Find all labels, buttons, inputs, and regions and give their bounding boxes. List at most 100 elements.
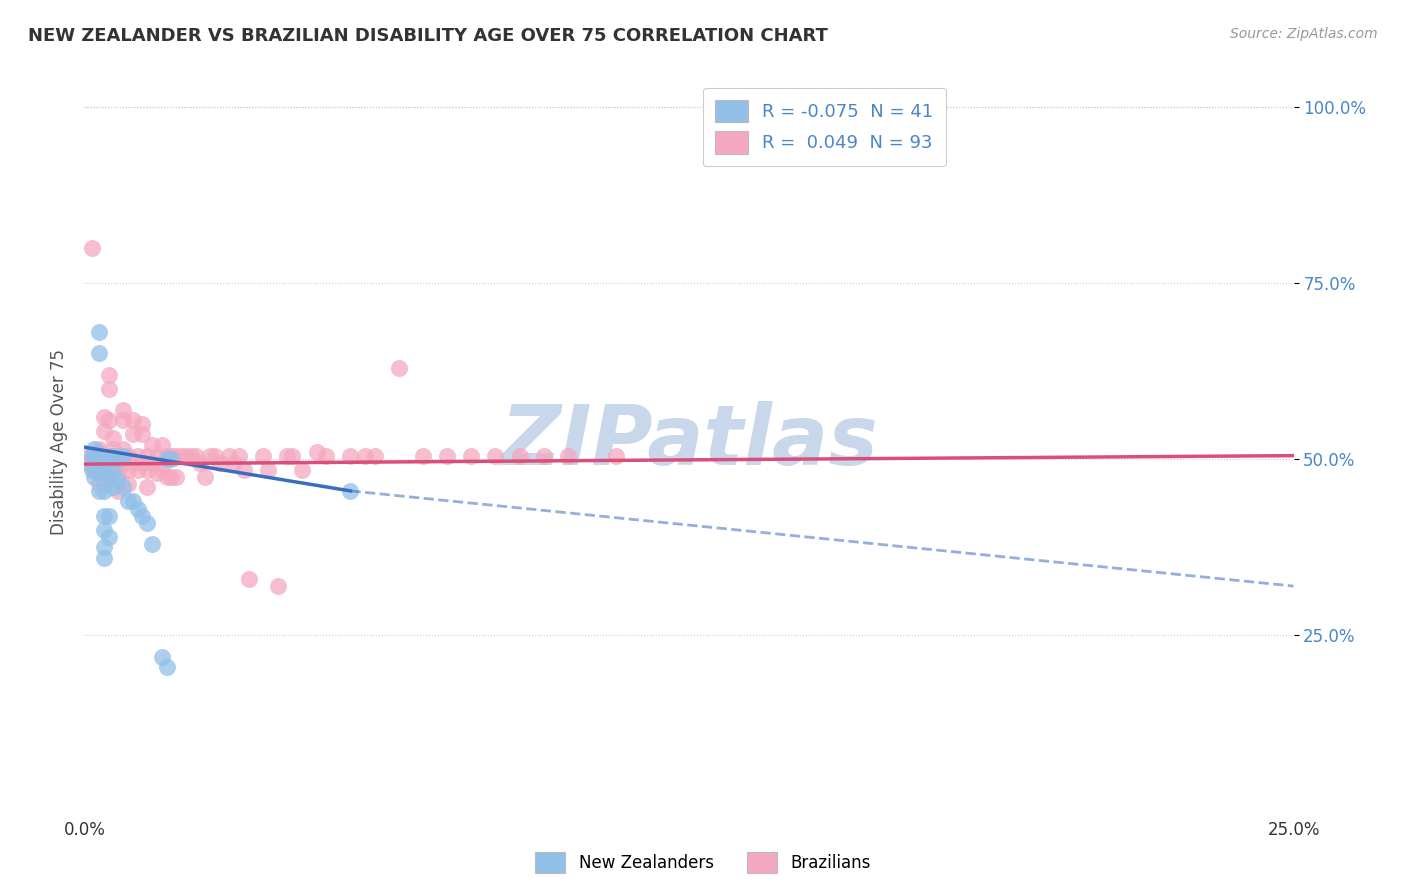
Point xyxy=(112,480,135,494)
Point xyxy=(121,494,143,508)
Point xyxy=(180,449,202,463)
Point xyxy=(194,470,217,484)
Point xyxy=(87,459,110,474)
Point xyxy=(83,456,105,470)
Point xyxy=(103,431,125,445)
Point xyxy=(160,470,183,484)
Point xyxy=(121,456,143,470)
Point xyxy=(97,508,120,523)
Point xyxy=(141,456,163,470)
Point xyxy=(107,467,129,481)
Point xyxy=(83,463,105,477)
Point xyxy=(509,449,531,463)
Point xyxy=(136,449,159,463)
Point xyxy=(218,449,240,463)
Point xyxy=(150,438,173,452)
Point xyxy=(204,449,226,463)
Point xyxy=(305,445,328,459)
Point xyxy=(117,476,139,491)
Point xyxy=(103,442,125,456)
Point xyxy=(80,463,103,477)
Point xyxy=(87,325,110,339)
Point xyxy=(97,470,120,484)
Point xyxy=(121,427,143,442)
Point xyxy=(257,463,280,477)
Point xyxy=(83,449,105,463)
Point xyxy=(93,541,115,555)
Point xyxy=(141,537,163,551)
Point xyxy=(107,449,129,463)
Point xyxy=(136,480,159,494)
Point xyxy=(80,449,103,463)
Text: Source: ZipAtlas.com: Source: ZipAtlas.com xyxy=(1230,27,1378,41)
Point xyxy=(160,449,183,463)
Point xyxy=(87,449,110,463)
Point xyxy=(97,452,120,467)
Point xyxy=(87,445,110,459)
Point xyxy=(141,438,163,452)
Point xyxy=(103,480,125,494)
Point xyxy=(557,449,579,463)
Point xyxy=(160,452,183,467)
Point xyxy=(87,442,110,456)
Point xyxy=(127,463,149,477)
Point xyxy=(155,452,177,467)
Point xyxy=(238,572,260,586)
Point xyxy=(339,483,361,498)
Point xyxy=(87,467,110,481)
Point xyxy=(484,449,506,463)
Point xyxy=(131,456,153,470)
Point xyxy=(87,449,110,463)
Point xyxy=(174,449,197,463)
Point xyxy=(363,449,385,463)
Y-axis label: Disability Age Over 75: Disability Age Over 75 xyxy=(49,349,67,534)
Point xyxy=(224,456,246,470)
Point xyxy=(605,449,627,463)
Point xyxy=(436,449,458,463)
Point xyxy=(267,579,290,593)
Point xyxy=(198,449,221,463)
Point xyxy=(165,470,187,484)
Text: NEW ZEALANDER VS BRAZILIAN DISABILITY AGE OVER 75 CORRELATION CHART: NEW ZEALANDER VS BRAZILIAN DISABILITY AG… xyxy=(28,27,828,45)
Point xyxy=(97,368,120,382)
Point xyxy=(291,463,314,477)
Point xyxy=(97,413,120,427)
Point xyxy=(87,476,110,491)
Point xyxy=(82,459,104,474)
Point xyxy=(87,483,110,498)
Point xyxy=(77,456,100,470)
Point xyxy=(117,449,139,463)
Point xyxy=(103,449,125,463)
Point xyxy=(93,508,115,523)
Point xyxy=(83,452,105,467)
Point xyxy=(93,424,115,438)
Point xyxy=(165,449,187,463)
Point xyxy=(112,442,135,456)
Point xyxy=(107,483,129,498)
Point xyxy=(127,449,149,463)
Point xyxy=(208,456,231,470)
Point xyxy=(155,660,177,674)
Point xyxy=(93,523,115,537)
Point xyxy=(131,508,153,523)
Point xyxy=(131,417,153,431)
Point xyxy=(136,463,159,477)
Point xyxy=(107,452,129,467)
Legend: New Zealanders, Brazilians: New Zealanders, Brazilians xyxy=(529,846,877,880)
Point xyxy=(103,449,125,463)
Point xyxy=(276,449,298,463)
Point xyxy=(252,449,274,463)
Point xyxy=(131,427,153,442)
Point xyxy=(83,470,105,484)
Point xyxy=(93,483,115,498)
Point xyxy=(533,449,555,463)
Legend: R = -0.075  N = 41, R =  0.049  N = 93: R = -0.075 N = 41, R = 0.049 N = 93 xyxy=(703,87,946,166)
Point xyxy=(146,467,169,481)
Point xyxy=(93,452,115,467)
Point xyxy=(93,452,115,467)
Point xyxy=(150,463,173,477)
Point xyxy=(83,442,105,456)
Point xyxy=(103,467,125,481)
Point xyxy=(103,459,125,474)
Point xyxy=(87,346,110,360)
